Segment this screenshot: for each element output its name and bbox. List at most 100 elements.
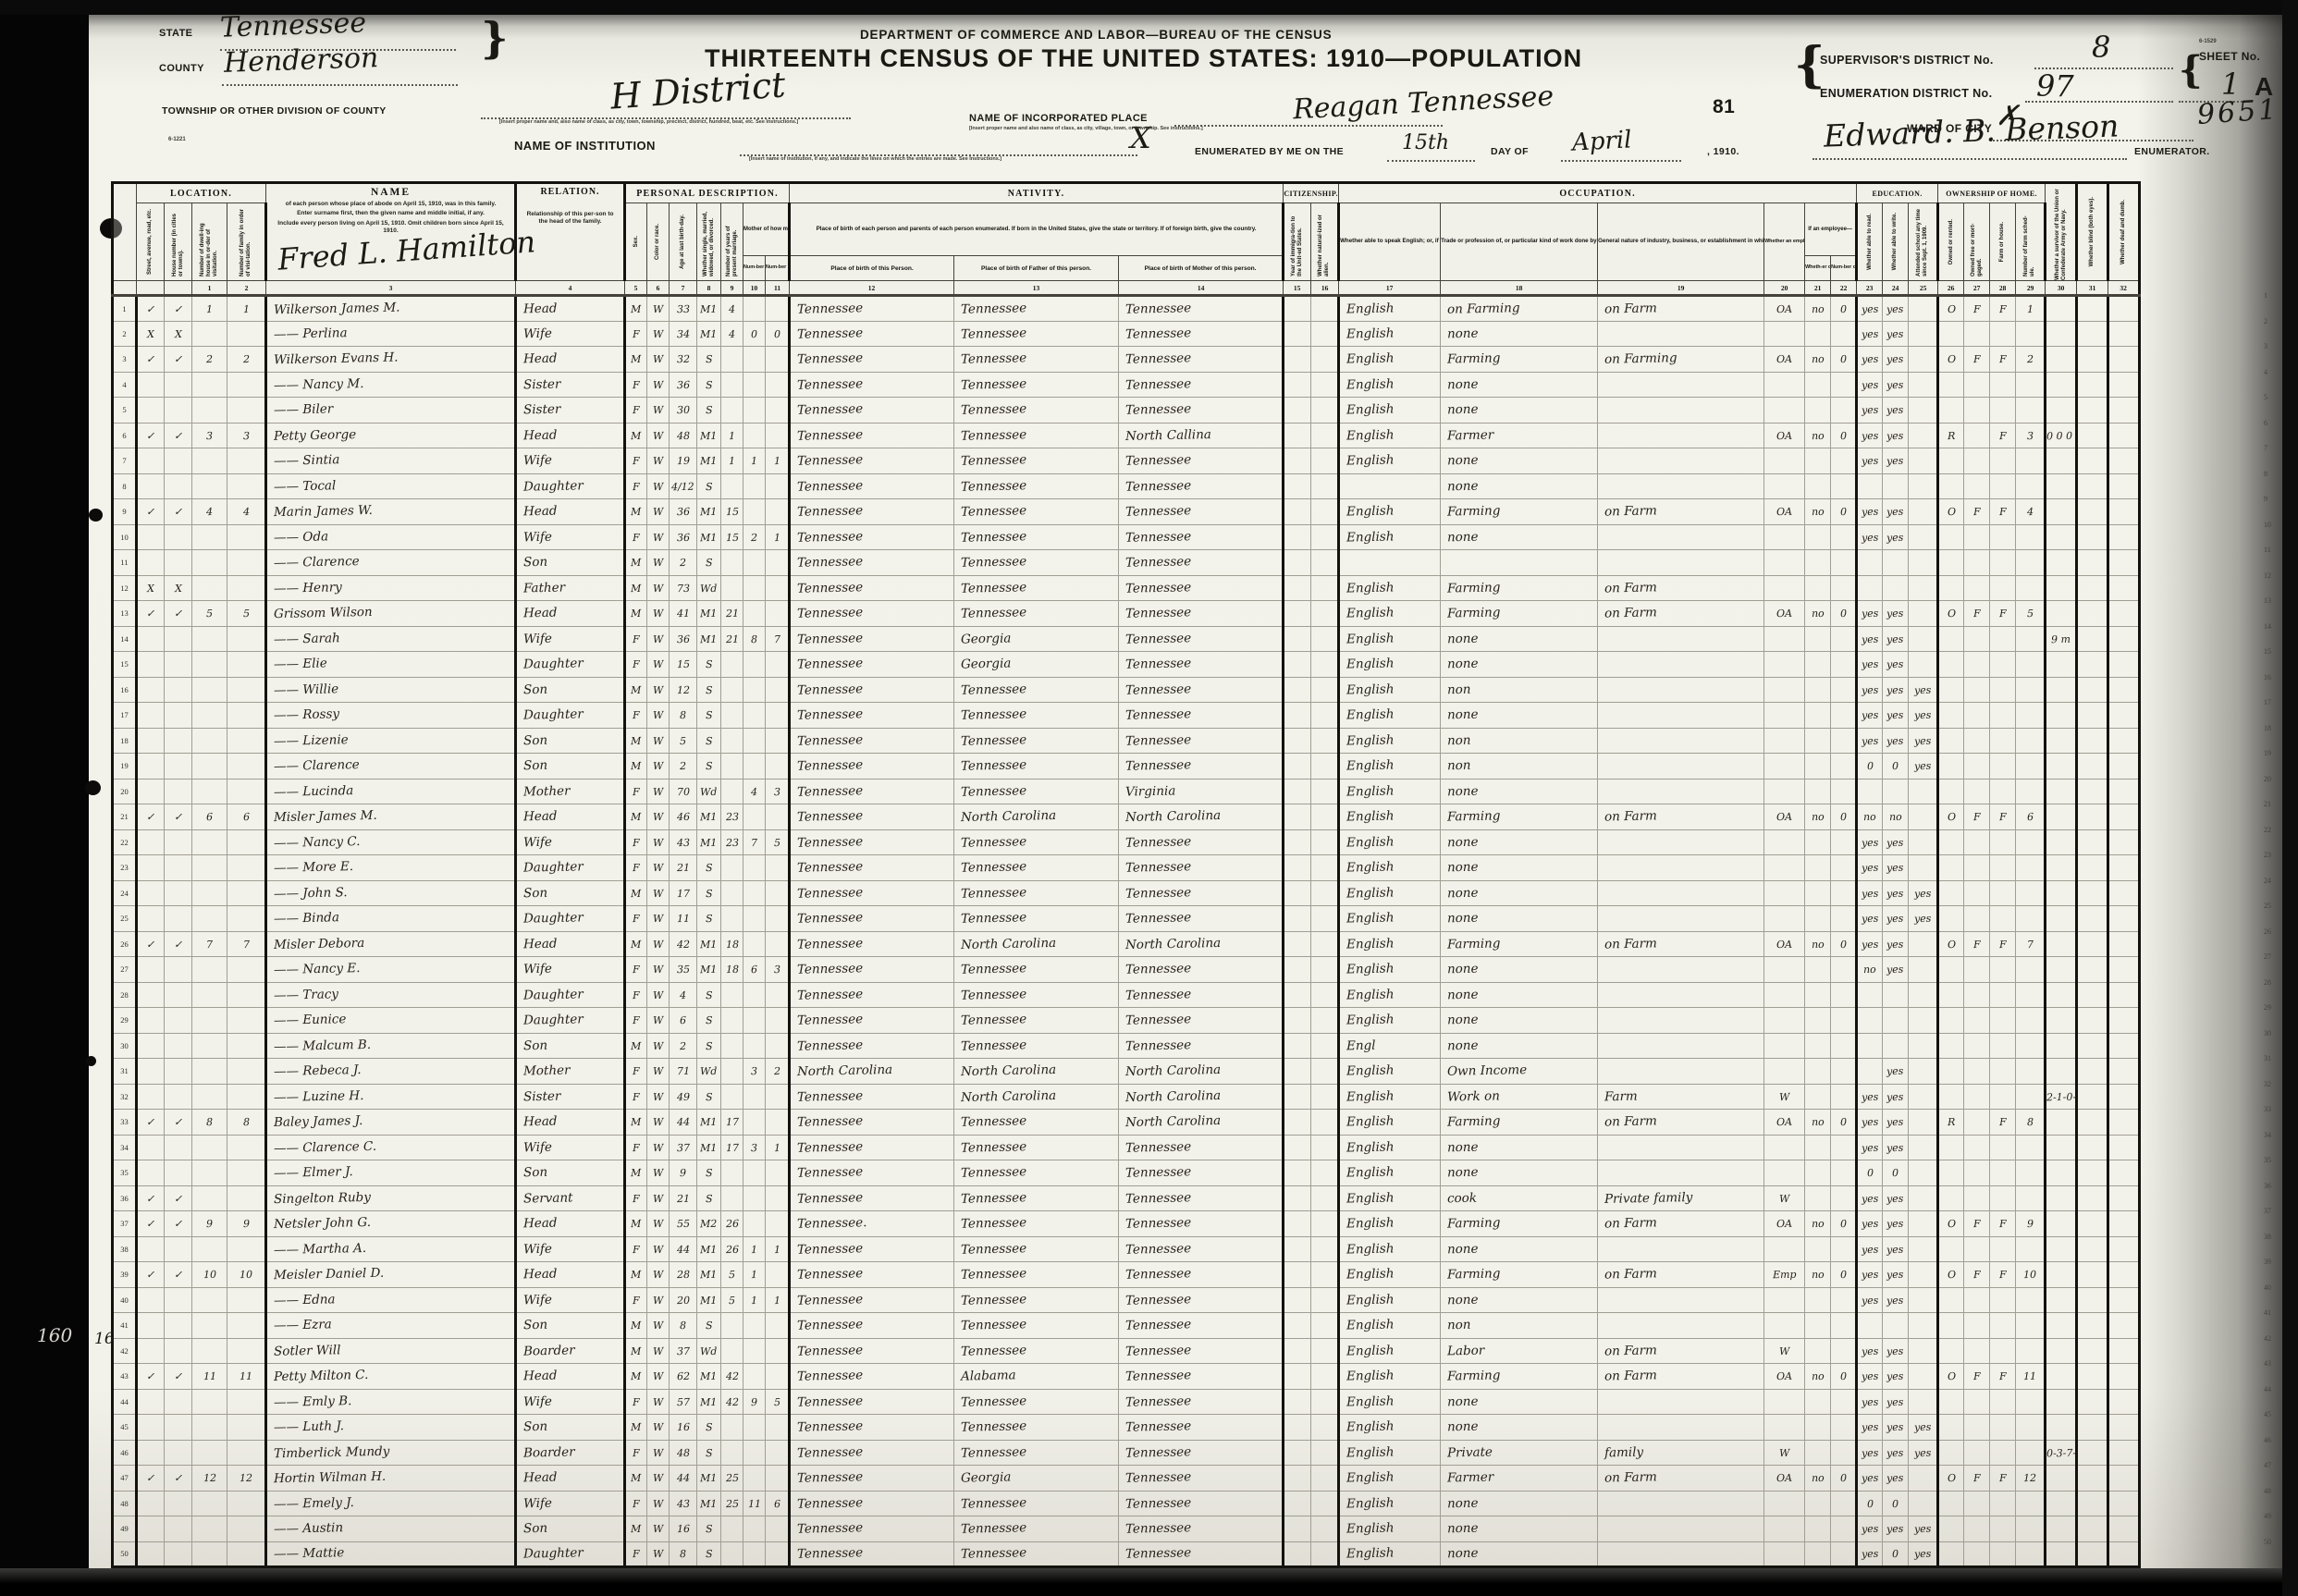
cell-relation: Son [515,753,627,780]
cell-father-birthplace: Tennessee [953,702,1120,729]
line-number: 8 [112,473,138,499]
cell-farm-number [2015,1312,2047,1339]
cell-speaks-english: English [1338,804,1442,830]
cell-naturalized [1310,1007,1341,1034]
cell-mother-birthplace: Tennessee [1118,448,1285,474]
cell-father-birthplace: Tennessee [953,371,1120,398]
cell-deaf [2108,1286,2141,1313]
cell-name: Netsler John G. [265,1210,518,1237]
cell-farm-or-house [1989,651,2017,678]
cell-school [1908,1210,1940,1237]
cell-deaf [2108,1414,2141,1441]
cell-industry [1597,320,1765,347]
incorporated-place-note: [Insert proper name and also name of cla… [969,126,1203,131]
cell-mother-birthplace: Tennessee [1118,1235,1285,1262]
cell-reads [1856,1032,1884,1059]
cell-dwelling [191,1312,227,1339]
cell-mother-birthplace: Tennessee [1118,1160,1285,1186]
cell-out-of-work [1804,829,1832,855]
cell-naturalized [1310,1210,1341,1237]
cell-school: yes [1908,702,1940,729]
column-number: 19 [1597,280,1765,297]
cell-mother-birthplace: Tennessee [1118,1007,1285,1034]
table-row: 19 —— Clarence Son M W 2 S Tennessee Tennessee Te… [112,753,2141,780]
cell-blind [2076,1388,2110,1415]
cell-deaf [2108,346,2141,373]
cell-house [164,829,192,855]
table-row: 18 —— Lizenie Son M W 5 S Tennessee Tennessee Ten… [112,727,2141,754]
cell-immigration-year [1283,1516,1312,1542]
cell-house [164,981,192,1008]
scan-right-shadow [2138,0,2282,1596]
cell-veteran [2045,956,2079,983]
cell-sex: F [624,1185,648,1211]
employee-group-header: If an employee— [1804,203,1859,256]
line-number: 45 [112,1414,138,1441]
cell-color: W [646,676,670,703]
cell-birthplace: Tennessee [789,1465,955,1492]
cell-father-birthplace: Tennessee [953,1109,1120,1136]
cell-marital: M1 [696,523,722,550]
cell-naturalized [1310,956,1341,983]
cell-naturalized [1310,879,1341,906]
cell-house [164,854,192,881]
cell-blind [2076,523,2110,550]
cell-out-of-work [1804,727,1832,754]
column-number: 23 [1856,280,1884,297]
cell-blind [2076,1516,2110,1542]
table-row: 12 X X —— Henry Father M W 73 Wd Tennessee Tenness… [112,574,2141,601]
table-row: 10 —— Oda Wife F W 36 M1 15 2 1 Tennessee Tennessee… [112,523,2141,550]
cell-reads: yes [1856,1083,1884,1110]
cell-name: —— Luzine H. [265,1083,518,1110]
cell-relation: Daughter [515,651,627,678]
cell-age: 30 [669,397,698,424]
cell-deaf [2108,397,2141,424]
right-line-number: 50 [2264,1537,2271,1546]
cell-marital: M1 [696,1261,722,1288]
cell-deaf [2108,1058,2141,1085]
cell-school: yes [1908,727,1940,754]
column-number: 6 [646,280,670,297]
cell-house: ✓ [164,1210,192,1237]
cell-family [226,1312,268,1339]
cell-relation: Head [515,1261,627,1288]
cell-relation: Mother [515,778,627,804]
table-row: 41 —— Ezra Son M W 8 S Tennessee Tennessee Tennes… [112,1312,2141,1339]
cell-industry: Farm [1597,1083,1765,1110]
cell-owned-free [1963,1541,1991,1567]
column-number: 21 [1804,280,1832,297]
table-row: 44 —— Emly B. Wife F W 57 M1 42 9 5 Tennessee Tenne… [112,1388,2141,1415]
cell-father-birthplace: Tennessee [953,1210,1120,1237]
cell-marital: M1 [696,600,722,627]
cell-farm-number [2015,905,2047,932]
cell-house [164,956,192,983]
cell-writes: yes [1882,1185,1910,1211]
cell-children-born [743,1312,767,1339]
cell-school [1908,1337,1940,1364]
cell-speaks-english: English [1338,1185,1442,1211]
cell-trade: none [1440,448,1599,474]
cell-age: 2 [669,1032,698,1059]
cell-deaf [2108,1109,2141,1136]
cell-children-living [765,854,792,881]
cell-naturalized [1310,1286,1341,1313]
cell-children-living [765,549,792,576]
cell-home-owned [1937,1286,1965,1313]
personal-sub-header: Sex. [624,203,648,281]
cell-school [1908,473,1940,499]
cell-immigration-year [1283,1134,1312,1160]
column-number: 12 [789,280,955,297]
column-number: 18 [1440,280,1599,297]
cell-name: —— Clarence C. [265,1134,518,1160]
cell-birthplace: Tennessee [789,854,955,881]
cell-name: —— Nancy E. [265,956,518,983]
cell-speaks-english: English [1338,981,1442,1008]
cell-weeks-out [1830,320,1859,347]
cell-house [164,905,192,932]
cell-relation: Wife [515,625,627,652]
cell-employer-class: OA [1763,930,1806,957]
cell-farm-or-house [1989,1235,2017,1262]
cell-writes: yes [1882,600,1910,627]
cell-weeks-out [1830,1490,1859,1516]
cell-children-born [743,676,767,703]
